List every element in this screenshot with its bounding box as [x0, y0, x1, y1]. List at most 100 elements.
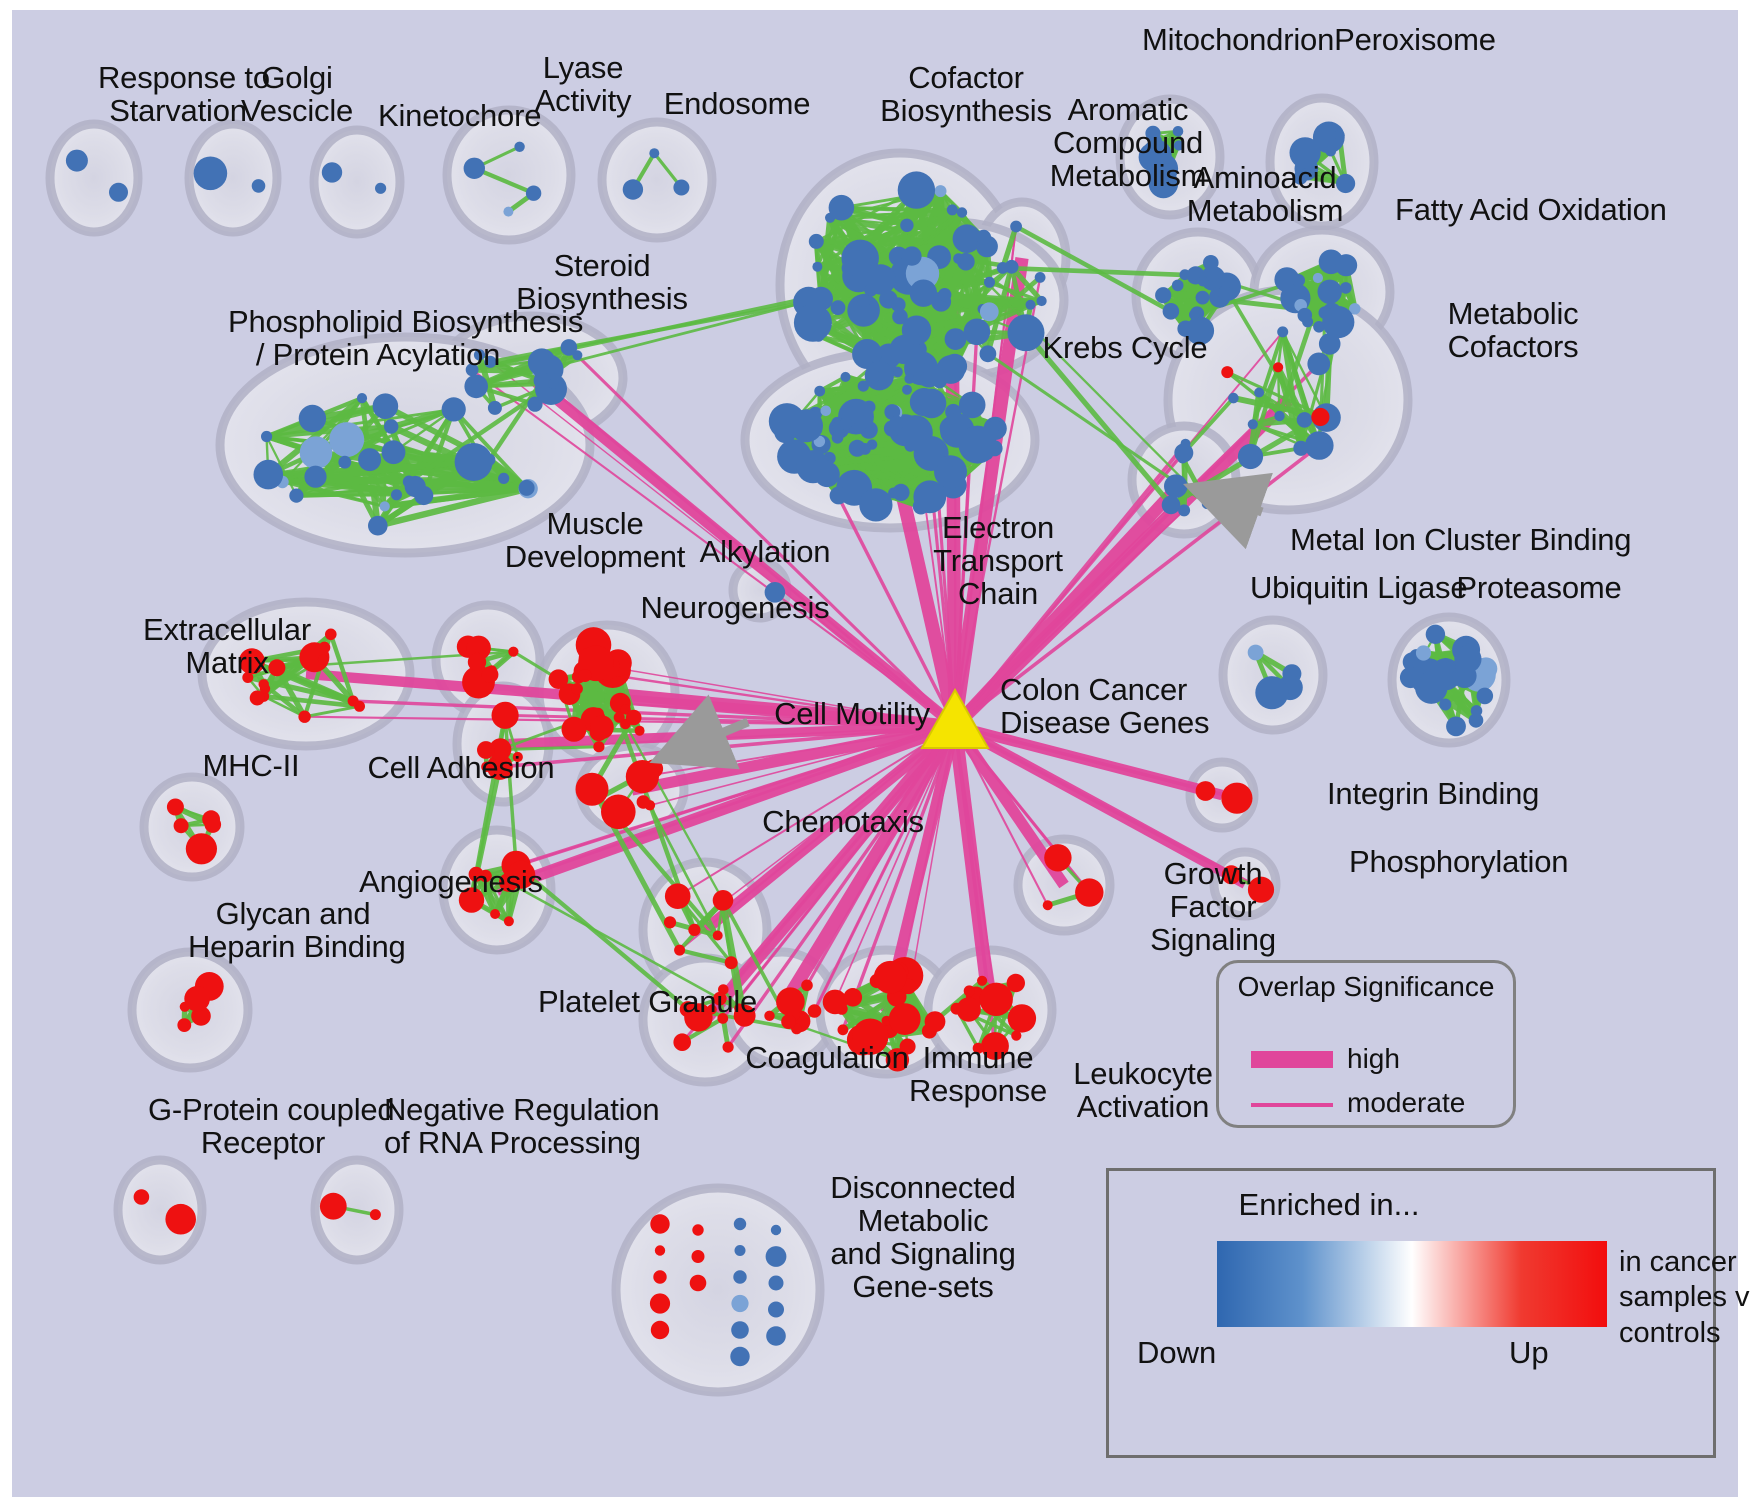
gene-set-node[interactable]: [1042, 900, 1053, 911]
gene-set-node[interactable]: [299, 436, 333, 470]
gene-set-node[interactable]: [899, 1038, 916, 1055]
gene-set-node[interactable]: [193, 156, 228, 191]
cluster-blob-disconnected-genesets[interactable]: [611, 1183, 825, 1397]
gene-set-node[interactable]: [684, 1003, 713, 1032]
gene-set-node[interactable]: [724, 956, 738, 970]
gene-set-node[interactable]: [790, 409, 823, 443]
gene-set-node[interactable]: [1318, 306, 1332, 320]
gene-set-node[interactable]: [1340, 282, 1352, 294]
gene-set-node[interactable]: [391, 489, 402, 501]
gene-set-node[interactable]: [1010, 220, 1022, 233]
gene-set-node[interactable]: [854, 300, 877, 323]
gene-set-node[interactable]: [1274, 410, 1285, 422]
gene-set-node[interactable]: [634, 725, 645, 736]
gene-set-node[interactable]: [338, 455, 352, 469]
gene-set-node[interactable]: [1439, 698, 1452, 711]
gene-set-node[interactable]: [863, 426, 875, 438]
gene-set-node[interactable]: [1470, 705, 1483, 717]
gene-set-node[interactable]: [689, 1274, 707, 1292]
gene-set-node[interactable]: [1255, 676, 1289, 710]
gene-set-node[interactable]: [590, 715, 614, 740]
gene-set-node[interactable]: [937, 456, 953, 473]
gene-set-node[interactable]: [249, 690, 265, 706]
gene-set-node[interactable]: [347, 695, 359, 707]
gene-set-node[interactable]: [934, 185, 947, 198]
gene-set-node[interactable]: [673, 179, 690, 196]
gene-set-node[interactable]: [1185, 316, 1215, 345]
gene-set-node[interactable]: [902, 246, 922, 266]
cluster-blob-endosome[interactable]: [597, 117, 717, 243]
gene-set-node[interactable]: [356, 393, 368, 404]
gene-set-node[interactable]: [952, 224, 982, 253]
gene-set-node[interactable]: [1305, 431, 1334, 460]
gene-set-node[interactable]: [487, 400, 502, 415]
gene-set-node[interactable]: [166, 798, 184, 816]
gene-set-node[interactable]: [1195, 290, 1210, 305]
gene-set-node[interactable]: [674, 944, 686, 956]
gene-set-node[interactable]: [173, 818, 189, 834]
gene-set-node[interactable]: [866, 369, 881, 383]
gene-set-node[interactable]: [1173, 140, 1184, 151]
gene-set-node[interactable]: [404, 475, 426, 498]
gene-set-node[interactable]: [467, 652, 487, 672]
gene-set-node[interactable]: [857, 293, 871, 308]
gene-set-node[interactable]: [165, 1203, 196, 1235]
gene-set-node[interactable]: [865, 264, 896, 295]
gene-set-node[interactable]: [1221, 865, 1241, 885]
gene-set-node[interactable]: [979, 345, 997, 363]
gene-set-node[interactable]: [289, 488, 304, 503]
gene-set-node[interactable]: [712, 890, 734, 911]
gene-set-node[interactable]: [712, 930, 723, 941]
gene-set-node[interactable]: [622, 179, 644, 200]
gene-set-node[interactable]: [481, 666, 499, 683]
gene-set-node[interactable]: [1164, 474, 1188, 499]
gene-set-node[interactable]: [268, 659, 286, 677]
gene-set-node[interactable]: [498, 472, 510, 484]
gene-set-node[interactable]: [1274, 267, 1300, 293]
gene-set-node[interactable]: [1148, 168, 1179, 199]
gene-set-node[interactable]: [768, 1275, 784, 1291]
gene-set-node[interactable]: [1237, 443, 1264, 470]
gene-set-node[interactable]: [1221, 782, 1253, 814]
gene-set-node[interactable]: [477, 741, 495, 759]
colon-cancer-hub-node[interactable]: [920, 687, 990, 749]
gene-set-node[interactable]: [1034, 272, 1046, 283]
gene-set-node[interactable]: [776, 987, 805, 1016]
gene-set-node[interactable]: [939, 416, 963, 440]
gene-set-node[interactable]: [379, 501, 390, 512]
gene-set-node[interactable]: [920, 371, 933, 384]
gene-set-node[interactable]: [1141, 139, 1172, 170]
gene-set-node[interactable]: [916, 388, 947, 419]
gene-set-node[interactable]: [1036, 295, 1047, 307]
gene-set-node[interactable]: [1297, 307, 1313, 323]
cluster-blob-lyase-activity[interactable]: [442, 105, 576, 245]
gene-set-node[interactable]: [578, 669, 592, 682]
cluster-blob-response-to-starvation[interactable]: [45, 119, 143, 237]
gene-set-node[interactable]: [109, 182, 128, 202]
gene-set-node[interactable]: [525, 185, 542, 201]
gene-set-node[interactable]: [204, 816, 222, 833]
gene-set-node[interactable]: [1299, 168, 1311, 180]
gene-set-node[interactable]: [900, 218, 914, 232]
gene-set-node[interactable]: [848, 439, 866, 457]
gene-set-node[interactable]: [1075, 878, 1104, 907]
gene-set-node[interactable]: [847, 405, 865, 422]
gene-set-node[interactable]: [518, 479, 535, 496]
gene-set-node[interactable]: [1172, 126, 1184, 137]
gene-set-node[interactable]: [613, 711, 625, 723]
gene-set-node[interactable]: [731, 1321, 749, 1339]
gene-set-node[interactable]: [733, 1217, 747, 1231]
gene-set-node[interactable]: [1254, 387, 1265, 398]
gene-set-node[interactable]: [770, 1224, 782, 1236]
gene-set-node[interactable]: [692, 1224, 704, 1236]
gene-set-node[interactable]: [1335, 254, 1358, 277]
gene-set-node[interactable]: [713, 991, 727, 1006]
gene-set-node[interactable]: [1145, 125, 1161, 141]
gene-set-node[interactable]: [508, 646, 519, 657]
gene-set-node[interactable]: [653, 1270, 667, 1284]
gene-set-node[interactable]: [717, 1013, 729, 1024]
gene-set-node[interactable]: [454, 443, 493, 481]
gene-set-node[interactable]: [507, 860, 536, 889]
gene-set-node[interactable]: [1318, 333, 1341, 355]
gene-set-node[interactable]: [981, 1032, 1009, 1060]
